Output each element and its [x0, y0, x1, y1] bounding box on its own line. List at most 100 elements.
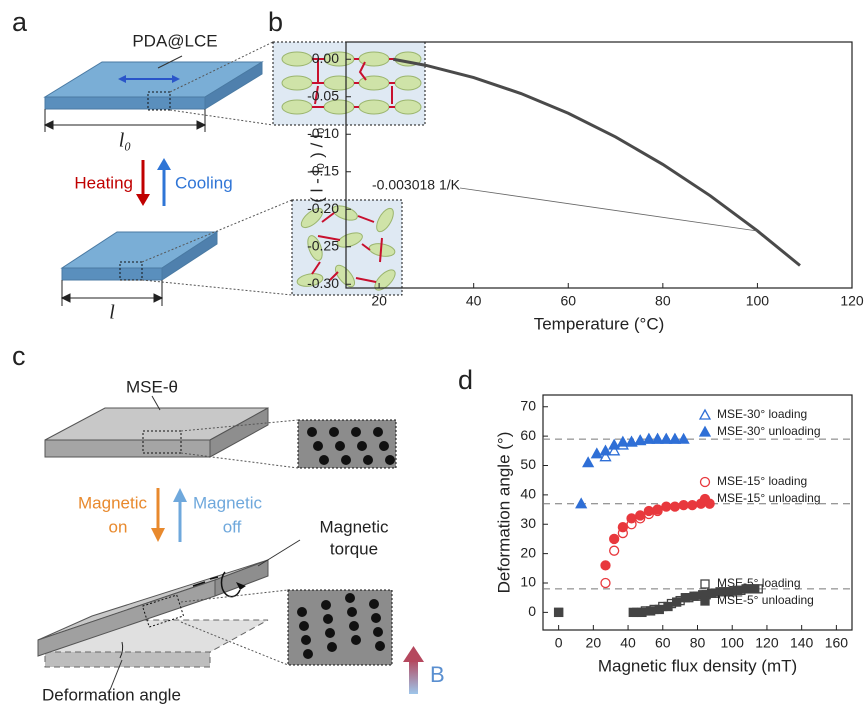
- point: [724, 587, 734, 597]
- magnetic-off-label: Magnetic: [193, 493, 262, 512]
- point: [637, 607, 647, 618]
- x-tick-label: 80: [655, 293, 671, 309]
- annotation: -0.003018 1/K: [372, 177, 461, 193]
- point: [626, 513, 637, 524]
- x-tick-label: 0: [555, 635, 563, 651]
- heating-label: Heating: [74, 173, 133, 192]
- point: [608, 444, 621, 456]
- point: [652, 504, 663, 515]
- y-tick-label: -0.15: [307, 162, 339, 178]
- plot-frame: [345, 41, 853, 289]
- legend-marker: [699, 476, 711, 488]
- mse-slab: [44, 395, 299, 469]
- magnetic-off-label: off: [223, 517, 242, 536]
- length-label: l: [109, 302, 115, 324]
- point: [687, 500, 698, 511]
- y-tick-label: -0.20: [307, 200, 339, 216]
- legend-label: MSE-15° loading: [717, 474, 807, 488]
- point: [599, 444, 612, 456]
- point: [635, 510, 646, 521]
- y-axis-title: ( l - l₀ ) / l₀: [307, 127, 326, 203]
- point: [741, 584, 751, 594]
- point: [642, 432, 655, 444]
- legend-label: MSE-5° unloading: [717, 593, 814, 607]
- point: [553, 607, 564, 618]
- point: [617, 522, 629, 533]
- x-tick-label: 40: [466, 293, 482, 309]
- panel-label: a: [12, 7, 28, 37]
- x-tick-label: 40: [620, 635, 636, 651]
- panel-label: d: [458, 365, 473, 395]
- y-tick-label: -0.05: [307, 87, 339, 103]
- aligned-inset: [272, 41, 426, 126]
- dimension-l0: [43, 109, 207, 132]
- random-inset: [291, 199, 403, 296]
- x-tick-label: 20: [586, 635, 602, 651]
- x-tick-label: 120: [840, 293, 864, 309]
- point: [643, 505, 655, 517]
- point: [677, 432, 690, 444]
- legend-marker: [700, 596, 710, 606]
- y-tick-label: 50: [520, 456, 536, 472]
- y-tick-label: 20: [520, 544, 536, 560]
- x-tick-label: 120: [755, 635, 779, 651]
- point: [654, 604, 664, 615]
- legend-marker: [698, 408, 712, 420]
- point: [600, 577, 611, 589]
- point: [609, 545, 620, 556]
- legend-label: MSE-30° loading: [717, 407, 807, 421]
- torque-label: torque: [330, 539, 378, 558]
- point: [669, 501, 681, 512]
- heat-cool-arrows: [136, 158, 171, 206]
- y-tick-label: 70: [520, 397, 536, 413]
- torque-label: Magnetic: [320, 517, 389, 536]
- point: [590, 447, 603, 459]
- legend-label: MSE-15° unloading: [717, 491, 821, 505]
- lce-slab-contracted: [60, 199, 293, 296]
- legend-label: MSE-30° unloading: [717, 424, 821, 438]
- point: [582, 456, 595, 468]
- y-tick-label: -0.30: [307, 275, 339, 291]
- y-tick-label: 30: [520, 515, 536, 531]
- y-tick-label: 0: [528, 603, 536, 619]
- x-tick-label: 100: [746, 293, 770, 309]
- x-tick-label: 80: [690, 635, 706, 651]
- point: [599, 450, 612, 462]
- field-label: B: [430, 662, 445, 687]
- x-axis-title: Magnetic flux density (mT): [598, 656, 797, 675]
- point: [715, 587, 725, 597]
- lce-slab: [43, 41, 274, 126]
- x-tick-label: 60: [655, 635, 671, 651]
- magnetic-on-label: Magnetic: [78, 493, 147, 512]
- point: [668, 432, 682, 444]
- point: [645, 606, 656, 616]
- particle-inset: [287, 589, 393, 666]
- mse-label: MSE-θ: [126, 377, 178, 396]
- panel-label: c: [12, 341, 26, 371]
- field-arrow: [403, 646, 424, 694]
- point: [672, 597, 682, 607]
- tilted-slab: [37, 539, 301, 691]
- point: [678, 500, 689, 511]
- point: [750, 584, 760, 594]
- y-tick-label: 40: [520, 486, 536, 502]
- point: [663, 601, 673, 612]
- x-tick-label: 60: [560, 293, 576, 309]
- cooling-label: Cooling: [175, 173, 233, 192]
- y-tick-label: 60: [520, 427, 536, 443]
- point: [661, 501, 672, 512]
- point: [608, 438, 621, 450]
- x-axis-title: Temperature (°C): [534, 314, 665, 333]
- x-tick-label: 20: [371, 293, 387, 309]
- point: [575, 497, 588, 509]
- y-tick-label: 0.00: [312, 50, 339, 66]
- point: [600, 560, 611, 571]
- length-label: l₀: [119, 130, 132, 152]
- x-tick-label: 100: [721, 635, 745, 651]
- legend-marker: [698, 425, 712, 437]
- point: [609, 533, 620, 545]
- x-tick-label: 160: [825, 635, 849, 651]
- y-tick-label: 10: [520, 574, 536, 590]
